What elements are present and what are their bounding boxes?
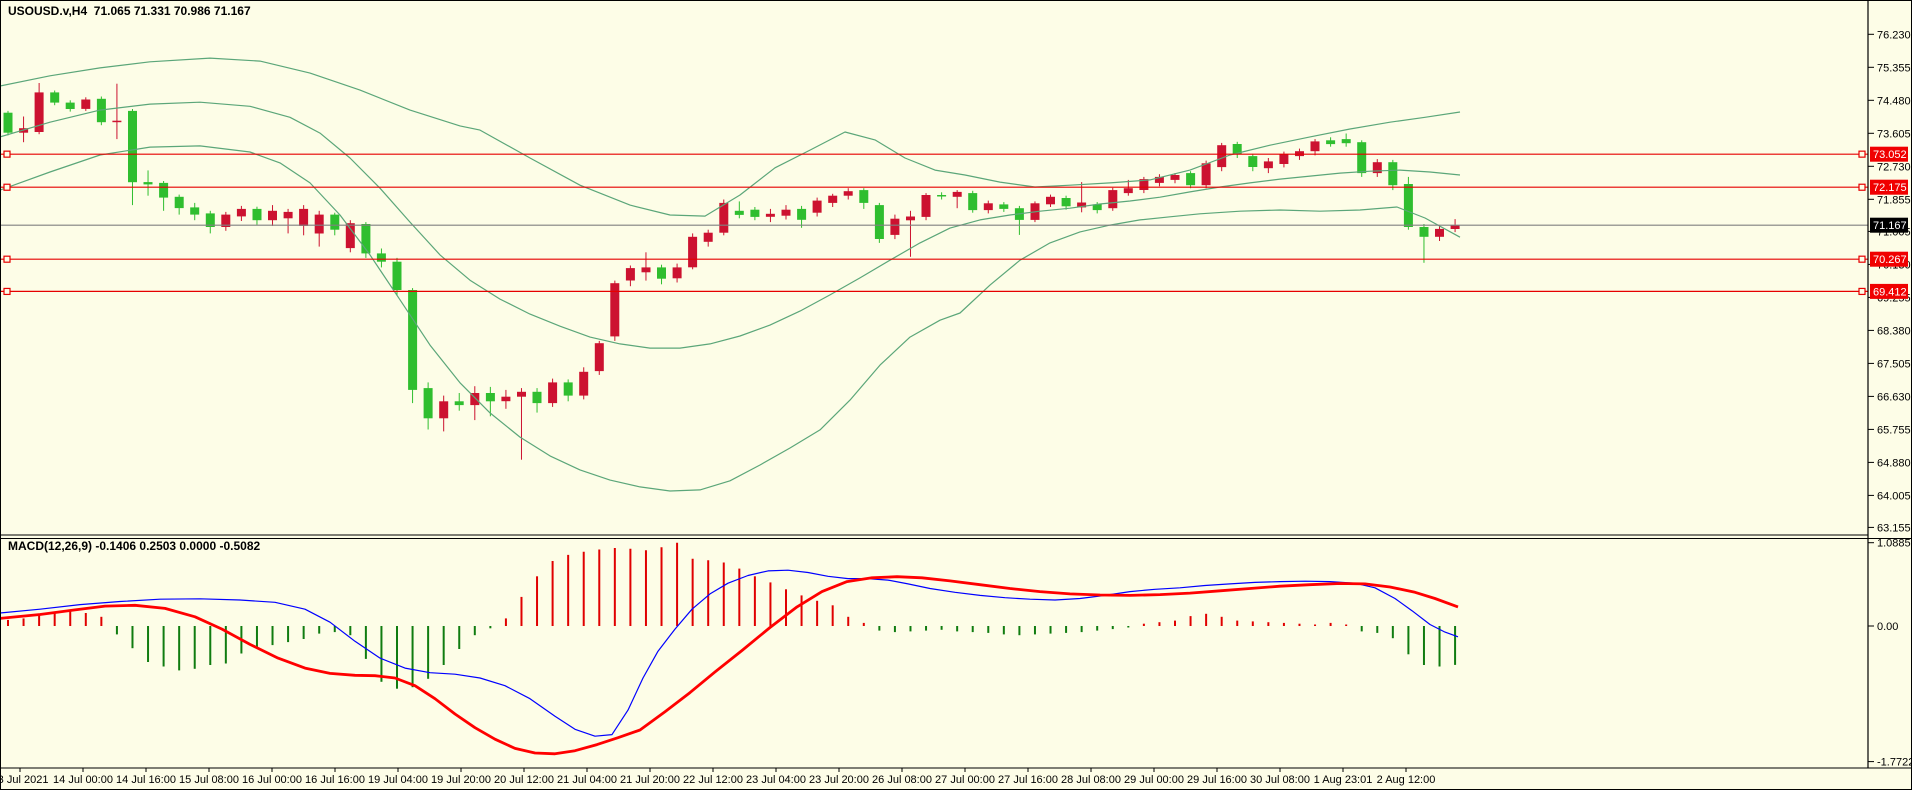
price-axis[interactable]: 76.23075.35574.48073.60572.73071.85571.0… [1868,29,1911,534]
svg-text:75.355: 75.355 [1877,62,1911,74]
svg-text:69.412: 69.412 [1873,286,1907,298]
svg-text:68.380: 68.380 [1877,325,1911,337]
svg-text:71.167: 71.167 [1873,220,1907,232]
macd-lines [0,569,1459,756]
svg-text:21 Jul 04:00: 21 Jul 04:00 [557,774,617,786]
svg-text:23 Jul 04:00: 23 Jul 04:00 [746,774,806,786]
svg-text:73.052: 73.052 [1873,149,1907,161]
svg-text:27 Jul 16:00: 27 Jul 16:00 [998,774,1058,786]
svg-text:27 Jul 00:00: 27 Jul 00:00 [935,774,995,786]
level-price-tag: 69.412 [1870,283,1908,299]
svg-text:1 Aug 23:01: 1 Aug 23:01 [1314,774,1373,786]
svg-text:22 Jul 12:00: 22 Jul 12:00 [683,774,743,786]
svg-text:64.880: 64.880 [1877,457,1911,469]
svg-text:70.267: 70.267 [1873,254,1907,266]
svg-text:-1.7722: -1.7722 [1877,757,1912,769]
current-price-tag: 71.167 [1870,217,1908,233]
macd-axis[interactable]: 1.0885 0.00 -1.7722 [1868,538,1912,769]
svg-text:15 Jul 08:00: 15 Jul 08:00 [179,774,239,786]
svg-text:26 Jul 08:00: 26 Jul 08:00 [872,774,932,786]
svg-text:21 Jul 20:00: 21 Jul 20:00 [620,774,680,786]
svg-text:29 Jul 00:00: 29 Jul 00:00 [1124,774,1184,786]
svg-text:14 Jul 16:00: 14 Jul 16:00 [116,774,176,786]
svg-text:0.00: 0.00 [1877,621,1898,633]
chart-symbol-title: USOUSD.v,H4 71.065 71.331 70.986 71.167 [8,4,251,18]
svg-text:67.505: 67.505 [1877,358,1911,370]
level-price-tag: 72.175 [1870,179,1908,195]
bollinger-bands [0,57,1461,492]
level-price-tag: 70.267 [1870,251,1908,267]
svg-text:71.855: 71.855 [1877,194,1911,206]
svg-text:23 Jul 20:00: 23 Jul 20:00 [809,774,869,786]
svg-text:29 Jul 16:00: 29 Jul 16:00 [1187,774,1247,786]
svg-text:65.755: 65.755 [1877,424,1911,436]
svg-text:72.175: 72.175 [1873,182,1907,194]
svg-text:66.630: 66.630 [1877,391,1911,403]
macd-indicator-title: MACD(12,26,9) -0.1406 0.2503 0.0000 -0.5… [8,539,261,553]
level-price-tag: 73.052 [1870,146,1908,162]
candles-group[interactable] [3,83,1460,460]
svg-text:13 Jul 2021: 13 Jul 2021 [0,774,48,786]
svg-text:2 Aug 12:00: 2 Aug 12:00 [1377,774,1436,786]
macd-histogram [7,542,1457,689]
svg-text:1.0885: 1.0885 [1877,538,1911,550]
svg-text:74.480: 74.480 [1877,95,1911,107]
svg-text:20 Jul 12:00: 20 Jul 12:00 [494,774,554,786]
svg-text:19 Jul 04:00: 19 Jul 04:00 [368,774,428,786]
svg-text:16 Jul 16:00: 16 Jul 16:00 [305,774,365,786]
svg-text:28 Jul 08:00: 28 Jul 08:00 [1061,774,1121,786]
svg-text:14 Jul 00:00: 14 Jul 00:00 [53,774,113,786]
svg-text:72.730: 72.730 [1877,161,1911,173]
svg-text:73.605: 73.605 [1877,128,1911,140]
svg-text:30 Jul 08:00: 30 Jul 08:00 [1250,774,1310,786]
svg-text:19 Jul 20:00: 19 Jul 20:00 [431,774,491,786]
price-level-lines[interactable] [0,150,1868,296]
svg-text:64.005: 64.005 [1877,490,1911,502]
svg-text:63.155: 63.155 [1877,522,1911,534]
svg-text:76.230: 76.230 [1877,29,1911,41]
svg-text:16 Jul 00:00: 16 Jul 00:00 [242,774,302,786]
